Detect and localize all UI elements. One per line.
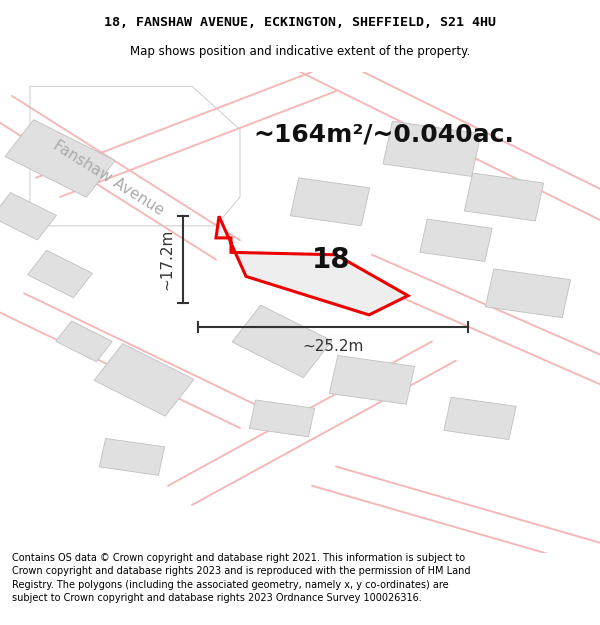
Polygon shape — [464, 173, 544, 221]
Text: 18, FANSHAW AVENUE, ECKINGTON, SHEFFIELD, S21 4HU: 18, FANSHAW AVENUE, ECKINGTON, SHEFFIELD… — [104, 16, 496, 29]
Text: ~17.2m: ~17.2m — [159, 229, 174, 290]
Text: Contains OS data © Crown copyright and database right 2021. This information is : Contains OS data © Crown copyright and d… — [12, 553, 470, 602]
Polygon shape — [216, 216, 408, 315]
Text: ~25.2m: ~25.2m — [302, 339, 364, 354]
Polygon shape — [290, 178, 370, 226]
Polygon shape — [100, 439, 164, 475]
Polygon shape — [329, 356, 415, 404]
Polygon shape — [94, 344, 194, 416]
Text: ~164m²/~0.040ac.: ~164m²/~0.040ac. — [254, 122, 514, 146]
Polygon shape — [56, 321, 112, 362]
Polygon shape — [250, 400, 314, 437]
Polygon shape — [28, 250, 92, 298]
Text: 18: 18 — [312, 246, 350, 274]
Text: Map shows position and indicative extent of the property.: Map shows position and indicative extent… — [130, 44, 470, 58]
Polygon shape — [383, 121, 481, 176]
Polygon shape — [420, 219, 492, 261]
Text: Fanshaw Avenue: Fanshaw Avenue — [50, 138, 166, 218]
Polygon shape — [485, 269, 571, 318]
Polygon shape — [232, 305, 332, 378]
Polygon shape — [444, 398, 516, 439]
Polygon shape — [5, 120, 115, 198]
Polygon shape — [0, 192, 56, 240]
